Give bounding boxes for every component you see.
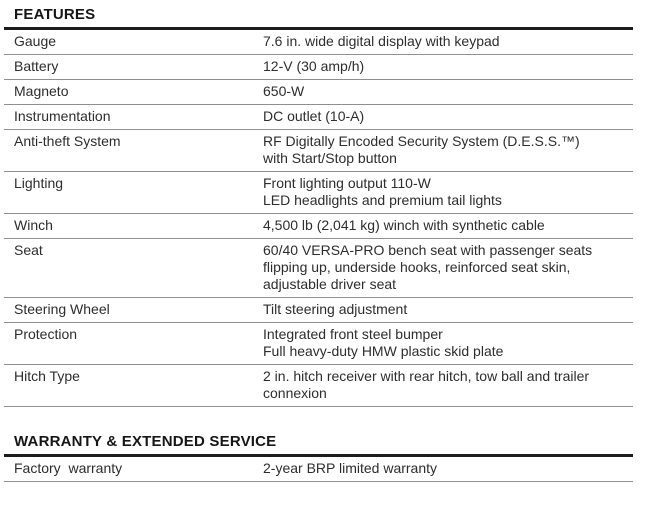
table-row-gauge: Gauge 7.6 in. wide digital display with … xyxy=(4,30,633,55)
row-value: Front lighting output 110-W LED headligh… xyxy=(263,171,633,214)
table-row-seat: Seat 60/40 VERSA-PRO bench seat with pas… xyxy=(4,238,633,298)
table-row-protection: Protection Integrated front steel bumper… xyxy=(4,322,633,365)
row-label: Anti-theft System xyxy=(4,129,263,172)
warranty-table: Factory warranty 2-year BRP limited warr… xyxy=(4,457,633,482)
row-value: 12-V (30 amp/h) xyxy=(263,54,633,80)
row-value: RF Digitally Encoded Security System (D.… xyxy=(263,129,633,172)
row-value: 650-W xyxy=(263,79,633,105)
row-value: 2-year BRP limited warranty xyxy=(263,457,633,482)
row-value: DC outlet (10-A) xyxy=(263,104,633,130)
row-label: Hitch Type xyxy=(4,364,263,407)
row-value: 4,500 lb (2,041 kg) winch with synthetic… xyxy=(263,213,633,239)
table-row-steering-wheel: Steering Wheel Tilt steering adjustment xyxy=(4,297,633,323)
row-value: Integrated front steel bumper Full heavy… xyxy=(263,322,633,365)
features-table: Gauge 7.6 in. wide digital display with … xyxy=(4,30,633,407)
table-row-hitch-type: Hitch Type 2 in. hitch receiver with rea… xyxy=(4,364,633,407)
row-label: Winch xyxy=(4,213,263,239)
section-title-warranty: WARRANTY & EXTENDED SERVICE xyxy=(4,433,633,457)
row-label: Instrumentation xyxy=(4,104,263,130)
row-label: Gauge xyxy=(4,30,263,55)
row-value: Tilt steering adjustment xyxy=(263,297,633,323)
row-value: 2 in. hitch receiver with rear hitch, to… xyxy=(263,364,633,407)
row-label: Protection xyxy=(4,322,263,365)
table-row-battery: Battery 12-V (30 amp/h) xyxy=(4,54,633,80)
row-label: Factory warranty xyxy=(4,457,263,482)
row-label: Magneto xyxy=(4,79,263,105)
warranty-section: WARRANTY & EXTENDED SERVICE Factory warr… xyxy=(4,433,633,482)
table-row-factory-warranty: Factory warranty 2-year BRP limited warr… xyxy=(4,457,633,482)
row-label: Lighting xyxy=(4,171,263,214)
row-value: 7.6 in. wide digital display with keypad xyxy=(263,30,633,55)
row-value: 60/40 VERSA-PRO bench seat with passenge… xyxy=(263,238,633,298)
row-label: Steering Wheel xyxy=(4,297,263,323)
row-label: Seat xyxy=(4,238,263,298)
section-title-features: FEATURES xyxy=(4,6,633,30)
table-row-anti-theft-system: Anti-theft System RF Digitally Encoded S… xyxy=(4,129,633,172)
table-row-instrumentation: Instrumentation DC outlet (10-A) xyxy=(4,104,633,130)
table-row-winch: Winch 4,500 lb (2,041 kg) winch with syn… xyxy=(4,213,633,239)
features-section: FEATURES Gauge 7.6 in. wide digital disp… xyxy=(4,6,633,407)
table-row-magneto: Magneto 650-W xyxy=(4,79,633,105)
table-row-lighting: Lighting Front lighting output 110-W LED… xyxy=(4,171,633,214)
row-label: Battery xyxy=(4,54,263,80)
spec-sheet: FEATURES Gauge 7.6 in. wide digital disp… xyxy=(4,6,633,482)
